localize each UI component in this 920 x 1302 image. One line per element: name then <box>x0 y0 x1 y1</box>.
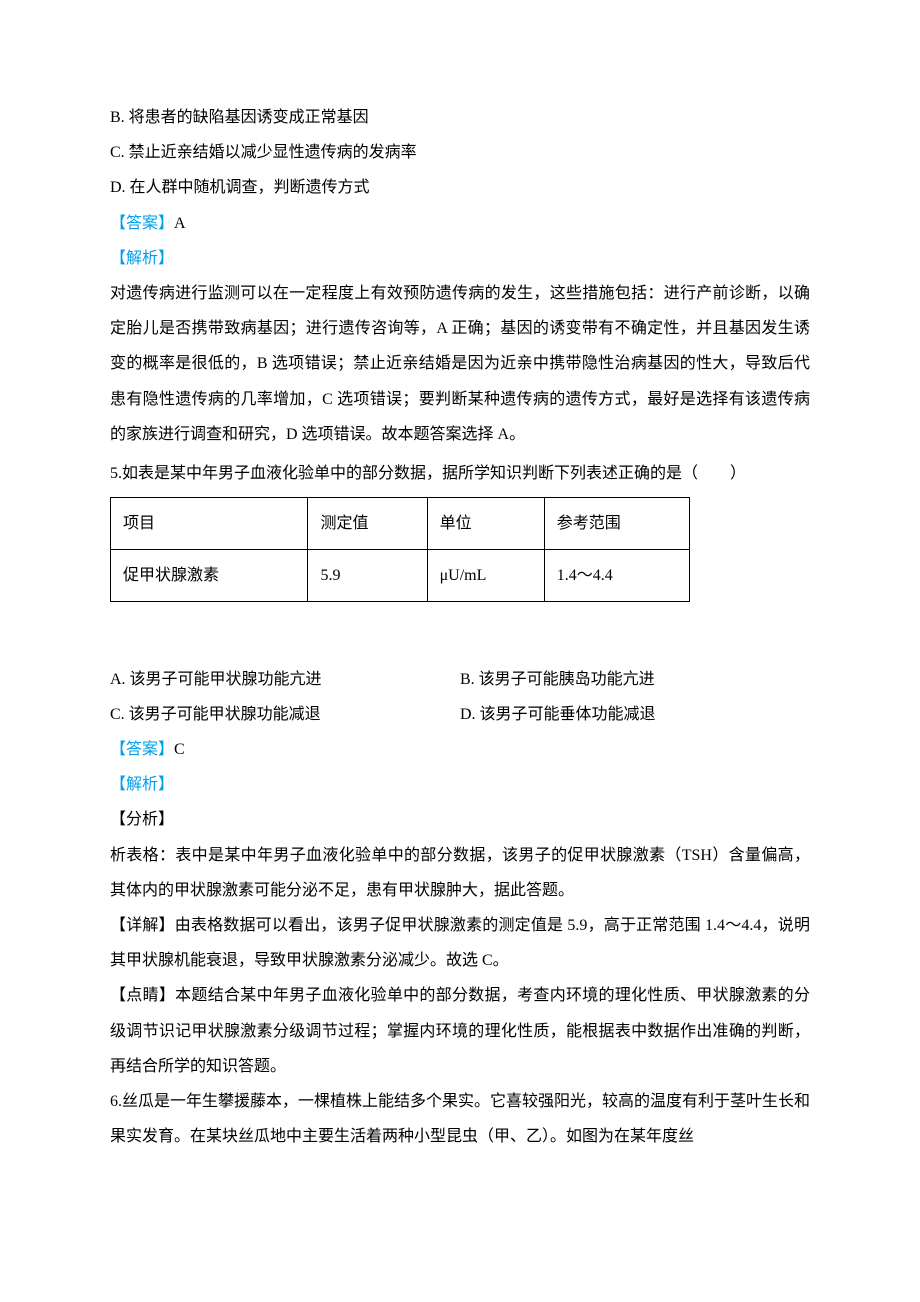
q5-stem: 5.如表是某中年男子血液化验单中的部分数据，据所学知识判断下列表述正确的是（ ） <box>110 456 810 491</box>
col-project: 项目 <box>111 498 308 550</box>
q5-detail-text: 由表格数据可以看出，该男子促甲状腺激素的测定值是 5.9，高于正常范围 1.4～… <box>110 917 810 969</box>
analysis-label: 【解析】 <box>110 767 810 802</box>
q6-stem: 6.丝瓜是一年生攀援藤本，一棵植株上能结多个果实。它喜较强阳光，较高的温度有利于… <box>110 1084 810 1154</box>
col-value: 测定值 <box>308 498 427 550</box>
q5-option-a: A. 该男子可能甲状腺功能亢进 <box>110 662 460 697</box>
q5-dianjing-text: 本题结合某中年男子血液化验单中的部分数据，考查内环境的理化性质、甲状腺激素的分级… <box>110 987 810 1074</box>
q5-data-table: 项目 测定值 单位 参考范围 促甲状腺激素 5.9 μU/mL 1.4～4.4 <box>110 497 690 602</box>
answer-label: 【答案】 <box>110 741 174 758</box>
q5-option-c: C. 该男子可能甲状腺功能减退 <box>110 697 460 732</box>
detail-label: 【详解】 <box>110 917 175 934</box>
cell-range: 1.4～4.4 <box>544 550 689 602</box>
q5-dianjing-block: 【点睛】本题结合某中年男子血液化验单中的部分数据，考查内环境的理化性质、甲状腺激… <box>110 978 810 1084</box>
table-header-row: 项目 测定值 单位 参考范围 <box>111 498 690 550</box>
q4-option-d: D. 在人群中随机调查，判断遗传方式 <box>110 170 810 205</box>
q5-options-row1: A. 该男子可能甲状腺功能亢进 B. 该男子可能胰岛功能亢进 <box>110 662 810 697</box>
table-row: 促甲状腺激素 5.9 μU/mL 1.4～4.4 <box>111 550 690 602</box>
document-page: B. 将患者的缺陷基因诱变成正常基因 C. 禁止近亲结婚以减少显性遗传病的发病率… <box>0 0 920 1302</box>
q4-option-b: B. 将患者的缺陷基因诱变成正常基因 <box>110 100 810 135</box>
cell-unit: μU/mL <box>427 550 544 602</box>
analysis-label: 【解析】 <box>110 241 810 276</box>
q4-option-c: C. 禁止近亲结婚以减少显性遗传病的发病率 <box>110 135 810 170</box>
q4-answer-line: 【答案】A <box>110 206 810 241</box>
answer-label: 【答案】 <box>110 215 174 232</box>
q5-detail-block: 【详解】由表格数据可以看出，该男子促甲状腺激素的测定值是 5.9，高于正常范围 … <box>110 908 810 978</box>
col-range: 参考范围 <box>544 498 689 550</box>
q5-options-row2: C. 该男子可能甲状腺功能减退 D. 该男子可能垂体功能减退 <box>110 697 810 732</box>
q5-answer-value: C <box>174 741 185 758</box>
q4-answer-value: A <box>174 215 186 232</box>
col-unit: 单位 <box>427 498 544 550</box>
cell-project: 促甲状腺激素 <box>111 550 308 602</box>
fenxi-label: 【分析】 <box>110 802 810 837</box>
q5-option-b: B. 该男子可能胰岛功能亢进 <box>460 662 810 697</box>
cell-value: 5.9 <box>308 550 427 602</box>
q5-option-d: D. 该男子可能垂体功能减退 <box>460 697 810 732</box>
q5-fenxi-text: 析表格：表中是某中年男子血液化验单中的部分数据，该男子的促甲状腺激素（TSH）含… <box>110 838 810 908</box>
q5-answer-line: 【答案】C <box>110 732 810 767</box>
dianjing-label: 【点睛】 <box>110 987 175 1004</box>
q4-analysis-text: 对遗传病进行监测可以在一定程度上有效预防遗传病的发生，这些措施包括：进行产前诊断… <box>110 276 810 452</box>
